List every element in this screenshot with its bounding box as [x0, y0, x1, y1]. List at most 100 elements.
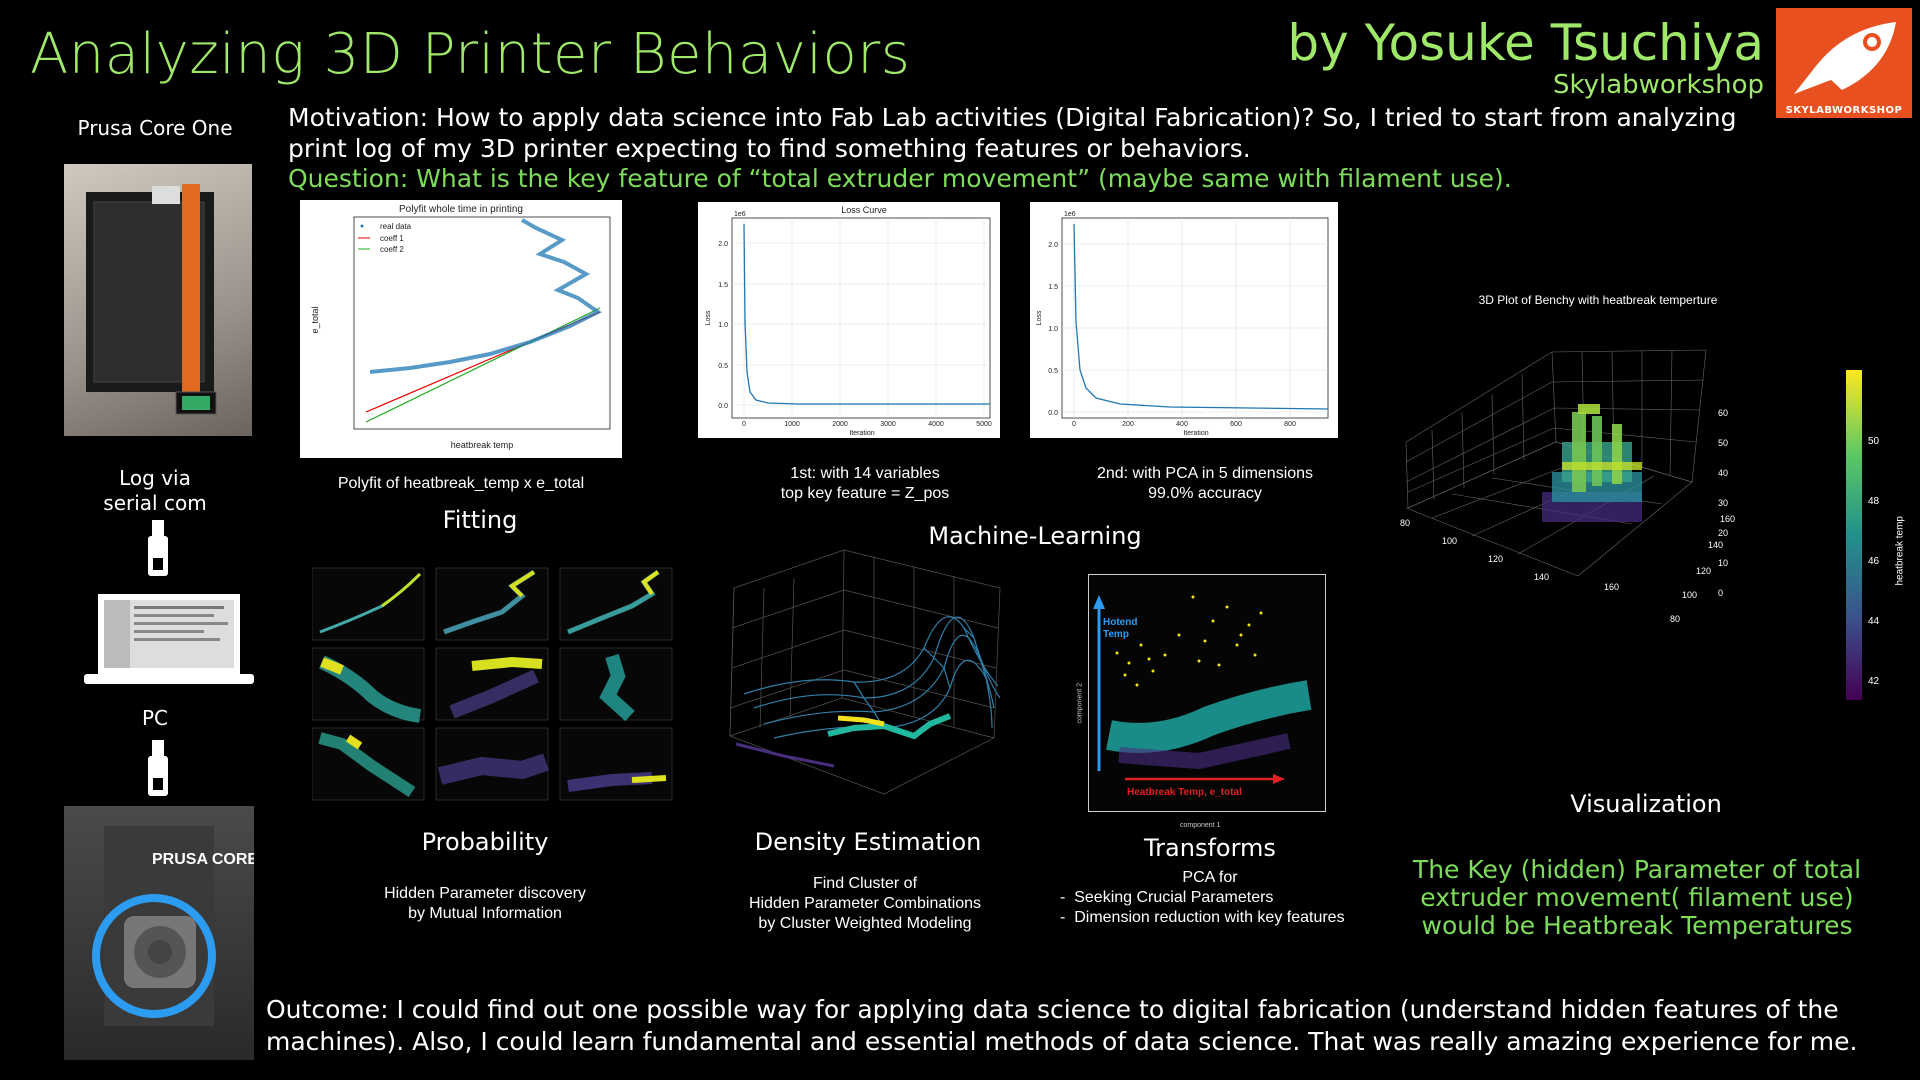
- hotend-label-2: Temp: [1103, 629, 1129, 640]
- polyfit-xlabel: heatbreak temp: [451, 440, 514, 450]
- skylabworkshop-logo: SKYLABWORKSHOP: [1776, 8, 1912, 118]
- viz-xtick: 160: [1604, 582, 1619, 592]
- loss1-xtick: 1000: [784, 421, 800, 428]
- legend-real-data: real data: [380, 222, 412, 231]
- loss2-xtick: 600: [1230, 421, 1242, 428]
- loss1-ytick: 0.5: [718, 363, 728, 370]
- viz-ztick: 10: [1718, 558, 1728, 568]
- loss1-ytick: 1.5: [718, 282, 728, 289]
- loss2-caption: 2nd: with PCA in 5 dimensions 99.0% accu…: [1096, 465, 1314, 502]
- printhead-photo: PRUSA CORE One: [64, 806, 294, 1060]
- viz-ytick: 80: [1670, 614, 1680, 624]
- organization-name: Skylabworkshop: [1552, 70, 1764, 100]
- loss1-xtick: 3000: [880, 421, 896, 428]
- pc-label: PC: [141, 706, 169, 730]
- section-fitting: Fitting: [442, 506, 518, 534]
- loss1-ytick: 2.0: [718, 241, 728, 248]
- poster-title: Analyzing 3D Printer Behaviors: [30, 22, 911, 87]
- colorbar-tick: 44: [1868, 616, 1880, 627]
- section-probability: Probability: [421, 828, 549, 856]
- polyfit-title: Polyfit whole time in printing: [399, 204, 523, 215]
- section-machine-learning: Machine-Learning: [928, 522, 1142, 550]
- colorbar-tick: 50: [1868, 436, 1880, 447]
- colorbar-label: heatbreak temp: [1894, 516, 1906, 586]
- loss2-xtick: 400: [1176, 421, 1188, 428]
- viz-ztick: 60: [1718, 408, 1728, 418]
- loss2-ytick: 1.5: [1048, 284, 1058, 291]
- loss1-xtick: 4000: [928, 421, 944, 428]
- viz-xtick: 140: [1534, 572, 1549, 582]
- viz-ztick: 30: [1718, 498, 1728, 508]
- loss2-ytick: 0.5: [1048, 368, 1058, 375]
- loss2-line: [1073, 223, 1329, 410]
- viz-ytick: 160: [1720, 514, 1735, 524]
- loss2-xtick: 200: [1122, 421, 1134, 428]
- pca-caption-item: - Seeking Crucial Parameters: [1060, 889, 1274, 906]
- laptop-icon: [84, 594, 254, 684]
- conclusion-text: The Key (hidden) Parameter of total extr…: [1412, 855, 1862, 940]
- polyfit-plot: Polyfit whole time in printing real data…: [300, 200, 622, 458]
- colorbar-ticks: 50 48 46 44 42: [1868, 412, 1879, 712]
- viz-xtick: 80: [1400, 518, 1410, 528]
- viz-ztick: 50: [1718, 438, 1728, 448]
- viz-xtick: 100: [1442, 536, 1457, 546]
- loss1-ylabel: Loss: [705, 310, 712, 325]
- motivation-text: Motivation: How to apply data science in…: [288, 103, 1737, 163]
- loss1-scale: 1e6: [734, 211, 746, 218]
- viz-ztick: 40: [1718, 468, 1728, 478]
- loss2-ylabel: Loss: [1036, 310, 1043, 325]
- hotend-label-1: Hotend: [1103, 617, 1137, 628]
- printer-label: Prusa Core One: [77, 116, 233, 140]
- viz-ytick: 100: [1682, 590, 1697, 600]
- highlight-circle: [92, 894, 216, 1018]
- loss1-ytick: 0.0: [718, 403, 728, 410]
- legend-coeff1: coeff 1: [380, 234, 404, 243]
- author-name: by Yosuke Tsuchiya: [1287, 14, 1764, 72]
- loss1-xlabel: Iteration: [849, 430, 874, 437]
- viz-ytick: 140: [1708, 540, 1723, 550]
- usb-plug-icon: [148, 520, 168, 576]
- loss2-xlabel: Iteration: [1183, 430, 1208, 437]
- loss1-line: [743, 223, 990, 405]
- pca-caption-item: - Dimension reduction with key features: [1060, 909, 1345, 926]
- printer-photo: [64, 164, 252, 436]
- colorbar-tick: 46: [1868, 556, 1880, 567]
- section-density-estimation: Density Estimation: [754, 828, 982, 856]
- density-estimation-plot: [724, 548, 1008, 798]
- loss2-scale: 1e6: [1064, 211, 1076, 218]
- loss1-caption: 1st: with 14 variables top key feature =…: [780, 465, 950, 502]
- logo-text: SKYLABWORKSHOP: [1776, 104, 1912, 118]
- pca-caption-list: - Seeking Crucial Parameters - Dimension…: [1060, 888, 1360, 928]
- usb-plug-icon-2: [148, 740, 168, 796]
- outcome-text: Outcome: I could find out one possible w…: [266, 995, 1858, 1056]
- loss1-ytick: 1.0: [718, 322, 728, 329]
- real-data-scatter: [369, 218, 602, 374]
- loss1-title: Loss Curve: [841, 205, 887, 215]
- density-caption: Find Cluster of Hidden Parameter Combina…: [748, 875, 982, 932]
- viz-ztick: 0: [1718, 588, 1723, 598]
- polyfit-legend: real data coeff 1 coeff 2: [358, 222, 412, 254]
- loss2-ytick: 1.0: [1048, 326, 1058, 333]
- probability-caption: Hidden Parameter discovery by Mutual Inf…: [384, 885, 586, 922]
- printhead-brand: PRUSA CORE One: [152, 851, 254, 868]
- viz-ytick: 120: [1696, 566, 1711, 576]
- loss-curve-2: 1e6 0.0 0.5 1.0 1.5 2.0 0 200 400 600 80…: [1030, 202, 1338, 438]
- section-transforms: Transforms: [1144, 834, 1276, 862]
- polyfit-caption: Polyfit of heatbreak_temp x e_total: [337, 475, 585, 492]
- loss2-xtick: 800: [1284, 421, 1296, 428]
- pca-ylabel: component 2: [1076, 683, 1084, 724]
- colorbar-tick: 42: [1868, 676, 1880, 687]
- log-label: Log via serial com: [103, 466, 207, 515]
- mutual-information-grid: [311, 566, 674, 806]
- polyfit-ylabel: e_total: [310, 306, 320, 333]
- colorbar: [1846, 370, 1862, 700]
- heatbreak-arrow-label: Heatbreak Temp, e_total: [1127, 787, 1242, 798]
- legend-coeff2: coeff 2: [380, 245, 404, 254]
- loss1-xtick: 0: [742, 421, 746, 428]
- viz-title: 3D Plot of Benchy with heatbreak tempert…: [1479, 293, 1718, 307]
- pca-caption-title: PCA for: [1182, 869, 1238, 886]
- coeff2-line: [365, 307, 601, 423]
- loss-curve-1: Loss Curve 1e6 0.0 0.5 1.0 1.5 2.0 0 100…: [698, 202, 1000, 438]
- pca-plot: Hotend Temp Heatbreak Temp, e_total: [1088, 574, 1326, 812]
- loss2-ytick: 2.0: [1048, 242, 1058, 249]
